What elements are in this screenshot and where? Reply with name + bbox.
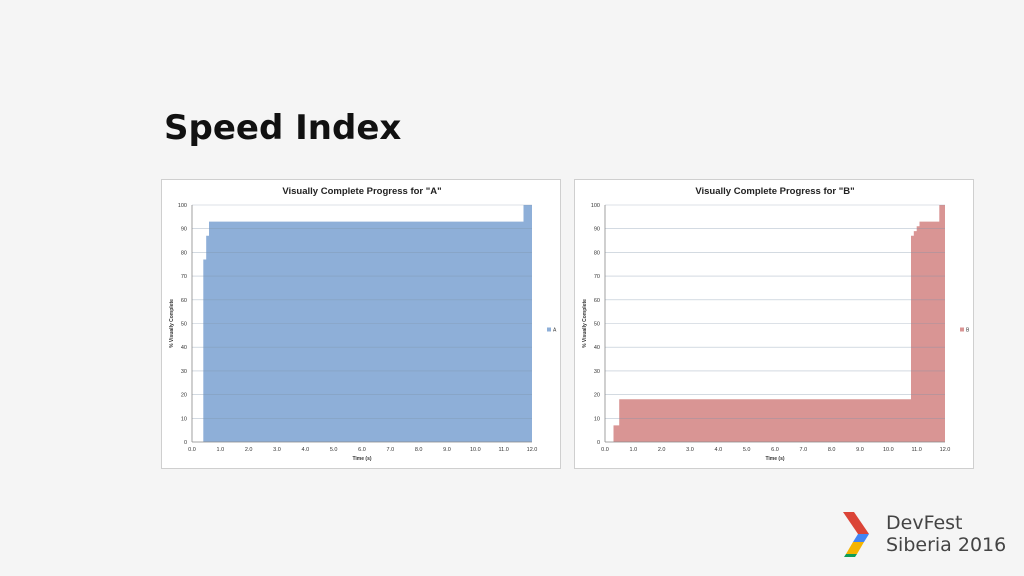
x-tick-label: 6.0 — [358, 447, 366, 453]
y-axis-label: % Visually Complete — [582, 299, 588, 348]
chart-panel-a: Visually Complete Progress for "A" 0 10 20 3… — [161, 179, 561, 469]
y-tick-label: 20 — [181, 393, 187, 399]
y-tick-label: 30 — [594, 369, 600, 375]
x-tick-label: 1.0 — [630, 447, 638, 453]
brand-text: DevFest Siberia 2016 — [886, 512, 1006, 556]
y-tick-label: 30 — [181, 369, 187, 375]
x-tick-label: 4.0 — [302, 447, 310, 453]
x-tick-label: 12.0 — [527, 447, 538, 453]
chart-a: Visually Complete Progress for "A" 0 10 20 3… — [169, 186, 557, 462]
x-tick-label: 2.0 — [245, 447, 253, 453]
y-tick-label: 70 — [594, 274, 600, 280]
logo-stroke-green — [844, 554, 857, 557]
y-tick-label: 10 — [594, 416, 600, 422]
logo-stroke-red — [843, 512, 869, 534]
y-tick-label: 40 — [594, 345, 600, 351]
y-tick-label: 90 — [594, 227, 600, 233]
y-tick-label: 60 — [181, 298, 187, 304]
x-tick-label: 3.0 — [273, 447, 281, 453]
legend-label: B — [966, 328, 970, 334]
x-tick-label: 8.0 — [828, 447, 836, 453]
y-tick-label: 0 — [597, 440, 600, 446]
x-tick-label: 11.0 — [912, 447, 922, 453]
y-tick-label: 40 — [181, 345, 187, 351]
x-tick-label: 10.0 — [883, 447, 894, 453]
y-tick-label: 70 — [181, 274, 187, 280]
y-tick-label: 60 — [594, 298, 600, 304]
x-tick-label: 2.0 — [658, 447, 666, 453]
x-tick-label: 12.0 — [940, 447, 951, 453]
x-tick-label: 0.0 — [188, 447, 196, 453]
x-tick-label: 5.0 — [743, 447, 751, 453]
devfest-logo: DevFest Siberia 2016 — [843, 512, 1018, 562]
y-tick-label: 20 — [594, 393, 600, 399]
y-tick-label: 80 — [594, 250, 600, 256]
y-axis-label: % Visually Complete — [169, 299, 175, 348]
legend-label: A — [553, 328, 557, 334]
y-tick-label: 80 — [181, 250, 187, 256]
chart-panel-b: Visually Complete Progress for "B" 0 10 20 3… — [574, 179, 974, 469]
y-tick-label: 90 — [181, 227, 187, 233]
x-tick-label: 7.0 — [800, 447, 808, 453]
x-axis-label: Time (s) — [765, 456, 784, 462]
logo-stroke-blue — [853, 534, 869, 542]
y-tick-label: 50 — [181, 322, 187, 328]
slide-title: Speed Index — [164, 108, 402, 148]
x-tick-label: 5.0 — [330, 447, 338, 453]
y-tick-label: 0 — [184, 440, 187, 446]
x-tick-label: 1.0 — [217, 447, 225, 453]
x-tick-label: 7.0 — [387, 447, 395, 453]
brand-line-2: Siberia 2016 — [886, 534, 1007, 556]
chart-title: Visually Complete Progress for "A" — [282, 186, 441, 197]
x-tick-label: 9.0 — [443, 447, 451, 453]
brand-line-1: DevFest — [886, 512, 963, 534]
logo-stroke-yellow — [846, 542, 864, 554]
chart-b: Visually Complete Progress for "B" 0 10 20 3… — [582, 186, 970, 462]
x-tick-label: 0.0 — [601, 447, 609, 453]
x-tick-label: 8.0 — [415, 447, 423, 453]
legend-swatch — [547, 327, 551, 332]
y-tick-label: 50 — [594, 322, 600, 328]
chart-title: Visually Complete Progress for "B" — [695, 186, 854, 197]
x-axis-label: Time (s) — [352, 456, 371, 462]
x-tick-label: 4.0 — [715, 447, 723, 453]
x-tick-label: 10.0 — [470, 447, 481, 453]
x-tick-label: 6.0 — [771, 447, 779, 453]
y-tick-label: 100 — [178, 203, 187, 209]
x-tick-label: 11.0 — [499, 447, 509, 453]
x-tick-label: 9.0 — [856, 447, 864, 453]
devfest-chevron-icon — [843, 512, 869, 557]
y-tick-label: 100 — [591, 203, 600, 209]
legend-swatch — [960, 327, 964, 332]
y-tick-label: 10 — [181, 416, 187, 422]
x-tick-label: 3.0 — [686, 447, 694, 453]
